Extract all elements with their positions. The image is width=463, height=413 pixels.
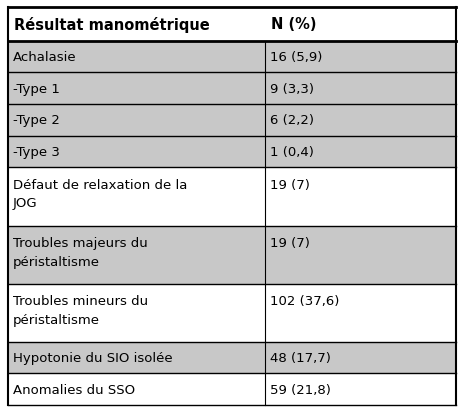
Text: Défaut de relaxation de la: Défaut de relaxation de la xyxy=(13,178,187,192)
Bar xyxy=(8,373,455,405)
Text: Hypotonie du SIO isolée: Hypotonie du SIO isolée xyxy=(13,351,172,364)
Text: Achalasie: Achalasie xyxy=(13,51,76,64)
Text: 1 (0,4): 1 (0,4) xyxy=(269,146,313,159)
Text: -Type 3: -Type 3 xyxy=(13,146,60,159)
Bar xyxy=(8,136,455,168)
Text: 102 (37,6): 102 (37,6) xyxy=(269,294,338,307)
Text: Anomalies du SSO: Anomalies du SSO xyxy=(13,383,135,396)
Text: 19 (7): 19 (7) xyxy=(269,236,309,249)
Text: péristaltisme: péristaltisme xyxy=(13,313,100,326)
Text: -Type 2: -Type 2 xyxy=(13,114,60,127)
Bar xyxy=(8,8,455,42)
Bar xyxy=(8,284,455,342)
Bar xyxy=(8,342,455,373)
Text: JOG: JOG xyxy=(13,197,38,210)
Bar xyxy=(8,73,455,105)
Bar xyxy=(8,226,455,284)
Text: N (%): N (%) xyxy=(270,17,316,32)
Text: péristaltisme: péristaltisme xyxy=(13,255,100,268)
Text: Troubles mineurs du: Troubles mineurs du xyxy=(13,294,148,307)
Text: Troubles majeurs du: Troubles majeurs du xyxy=(13,236,147,249)
Text: 48 (17,7): 48 (17,7) xyxy=(269,351,330,364)
Text: -Type 1: -Type 1 xyxy=(13,83,60,95)
Text: 16 (5,9): 16 (5,9) xyxy=(269,51,322,64)
Text: 9 (3,3): 9 (3,3) xyxy=(269,83,313,95)
Bar xyxy=(8,42,455,73)
Text: Résultat manométrique: Résultat manométrique xyxy=(14,17,209,33)
Bar xyxy=(8,168,455,226)
Text: 59 (21,8): 59 (21,8) xyxy=(269,383,330,396)
Text: 6 (2,2): 6 (2,2) xyxy=(269,114,313,127)
Bar xyxy=(8,105,455,136)
Text: 19 (7): 19 (7) xyxy=(269,178,309,192)
